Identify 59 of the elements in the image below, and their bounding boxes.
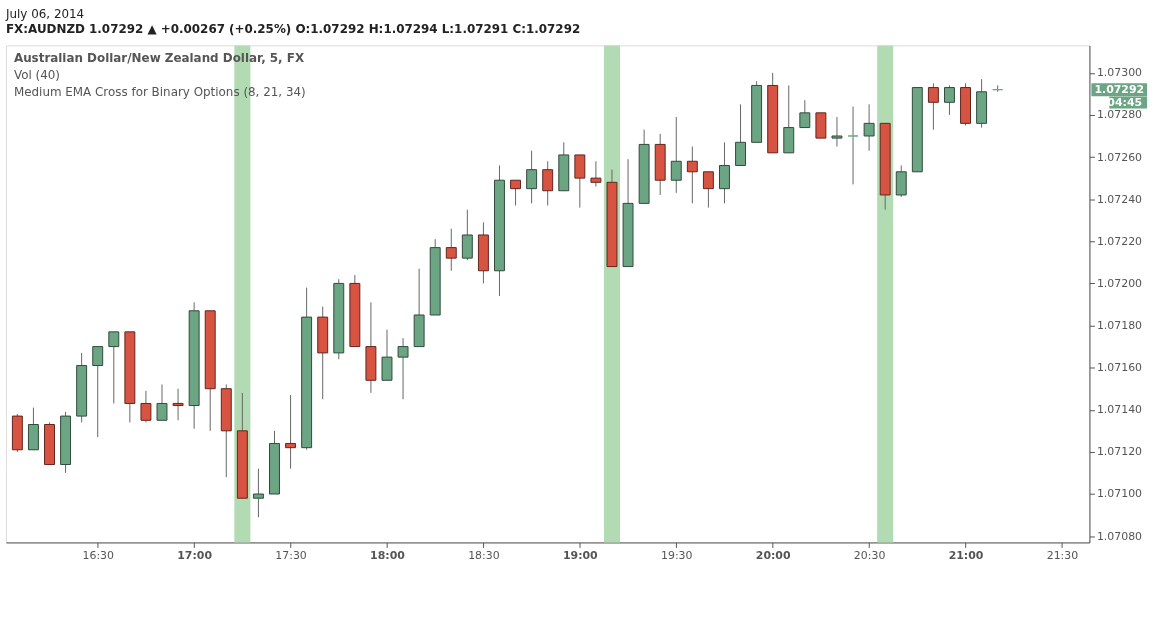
text: 04:45 (1107, 95, 1143, 109)
x-tick-label: 18:30 (468, 548, 500, 562)
x-tick-label: 16:30 (82, 548, 114, 562)
candlestick (735, 103, 747, 166)
y-tick-label: 1.07280 (1096, 108, 1143, 122)
x-tick-label: 18:00 (370, 548, 406, 562)
y-tick-label: 1.07240 (1096, 192, 1143, 206)
candlestick (92, 346, 104, 438)
candlestick (831, 116, 843, 148)
text: 1.07292 (1094, 82, 1145, 96)
candlestick (895, 164, 907, 198)
candlestick (702, 171, 714, 209)
y-tick-label: 1.07160 (1096, 361, 1143, 375)
y-tick-label: 1.07300 (1096, 66, 1143, 80)
candlestick (526, 150, 538, 204)
candlestick (847, 106, 859, 185)
x-tick-label: 21:30 (1046, 548, 1079, 562)
candlestick (445, 228, 457, 272)
candlestick (799, 99, 811, 129)
y-tick-label: 1.07180 (1096, 319, 1143, 333)
y-tick-label: 1.07120 (1096, 445, 1143, 459)
x-tick-label: 17:30 (275, 548, 307, 562)
candlestick (927, 82, 939, 131)
candlestick (863, 103, 875, 152)
x-tick-label: 19:00 (562, 548, 599, 562)
candlestick (252, 468, 264, 518)
candlestick (542, 160, 554, 206)
candlestick (510, 179, 522, 206)
annotation: Vol (40) (13, 68, 60, 83)
candlestick (992, 84, 1004, 93)
candlestick (461, 209, 473, 261)
candlestick (719, 141, 730, 204)
candlestick (590, 160, 602, 188)
y-tick-label: 1.07140 (1096, 403, 1143, 417)
candlestick (172, 388, 184, 421)
y-tick-label: 1.07100 (1096, 487, 1143, 501)
candlestick (285, 394, 297, 470)
y-tick-label: 1.07080 (1096, 529, 1143, 543)
candlestick (574, 154, 586, 209)
x-tick-label: 19:30 (661, 548, 693, 562)
x-tick-label: 21:00 (948, 548, 984, 562)
candlestick (381, 329, 393, 381)
chart-subtitle: FX:AUDNZD 1.07292 ▲ +0.00267 (+0.25%) O:1.07292 H:1.07294 L:1.07291 C:1.07292 (5, 21, 581, 36)
x-tick-label: 17:00 (177, 548, 213, 562)
candlestick (108, 331, 120, 404)
candlestick (397, 337, 409, 400)
candlestick (140, 390, 152, 423)
candlestick (686, 146, 698, 204)
y-tick-label: 1.07220 (1096, 234, 1143, 248)
x-tick-label: 20:30 (853, 548, 886, 562)
annotation: Australian Dollar/New Zealand Dollar, 5, FX (13, 51, 305, 66)
chart-title: July 06, 2014 (4, 6, 85, 21)
y-tick-label: 1.07200 (1096, 276, 1143, 290)
candlestick (943, 84, 955, 116)
candlestick (670, 116, 682, 194)
x-tick-label: 20:00 (755, 548, 791, 562)
annotation: Medium EMA Cross for Binary Options (8, 21, 34) (13, 85, 306, 100)
candlestick (156, 384, 168, 421)
y-tick-label: 1.07260 (1096, 150, 1143, 164)
